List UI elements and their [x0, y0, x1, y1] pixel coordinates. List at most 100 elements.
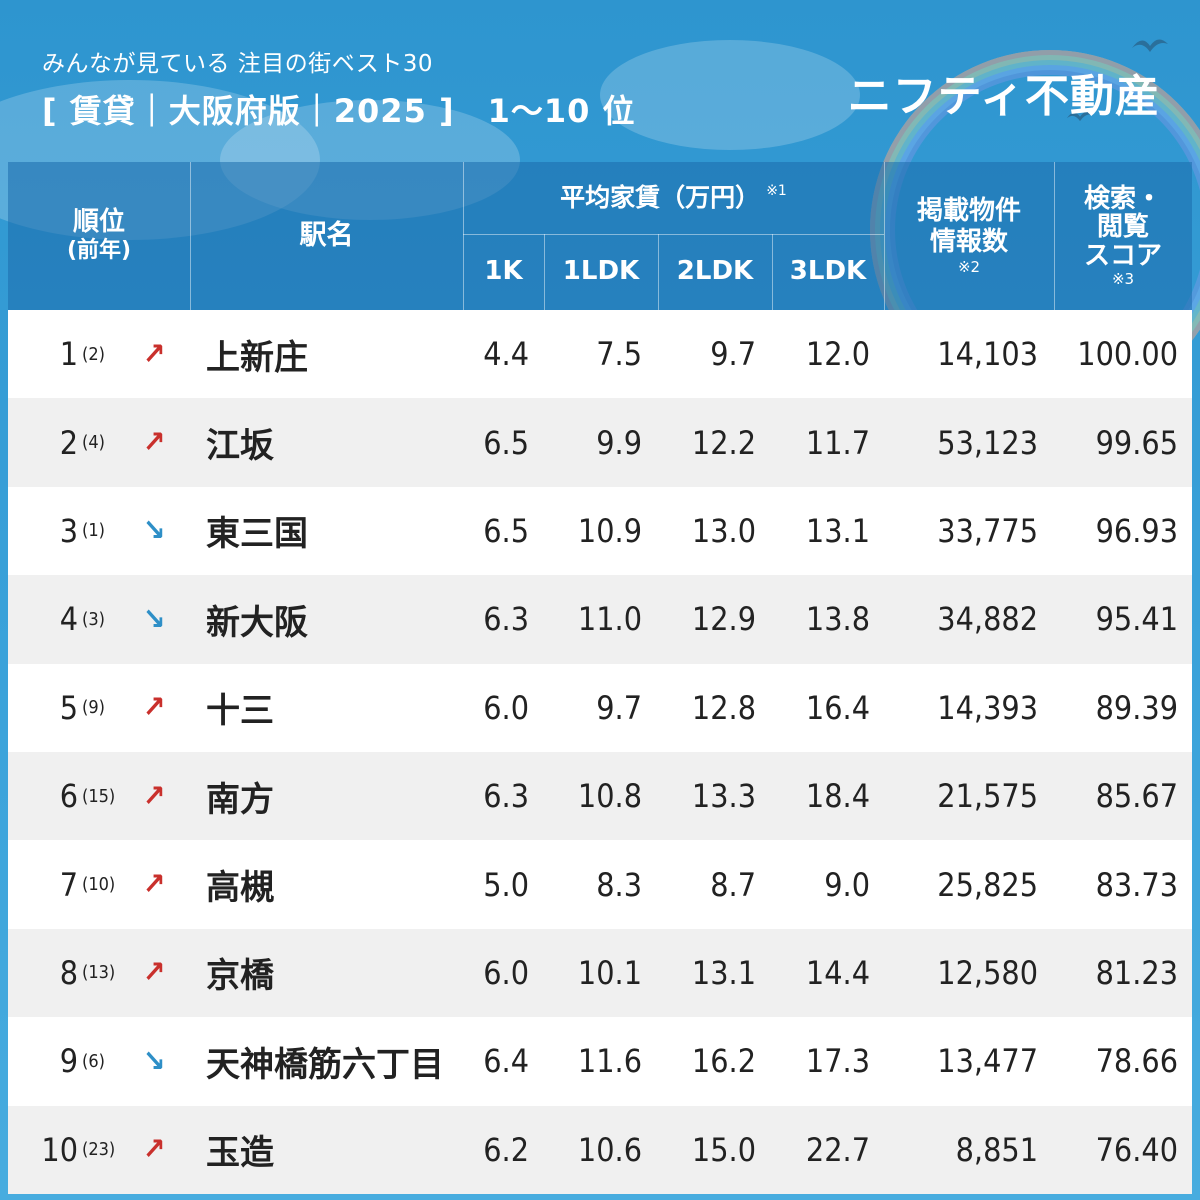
search-score: 81.23	[1095, 953, 1178, 992]
rent-1ldk: 10.8	[577, 777, 642, 816]
rent-2ldk: 8.7	[710, 865, 756, 904]
rent-3ldk: 9.0	[824, 865, 870, 904]
listings-count: 33,775	[937, 511, 1038, 550]
ranking-table: 順位 (前年) 駅名 平均家賃（万円） ※1 1K 1LDK 2LDK 3LDK…	[8, 162, 1192, 1194]
table-row: 8 (13) ↗ 京橋 6.0 10.1 13.1 14.4 12,580 81…	[8, 928, 1192, 1018]
listings-count: 53,123	[937, 423, 1038, 462]
rank-cell: 7	[59, 865, 78, 904]
station-name: 東三国	[206, 514, 308, 555]
brand-logo: ニフティ不動産	[847, 71, 1160, 122]
page-title: [ 賃貸｜大阪府版｜2025 ] 1〜10 位	[42, 92, 636, 130]
search-score: 100.00	[1077, 335, 1178, 374]
rent-1ldk: 7.5	[596, 335, 642, 374]
rent-1k: 6.2	[483, 1130, 529, 1169]
rank-cell: 6	[59, 777, 78, 816]
rent-2ldk: 9.7	[710, 335, 756, 374]
rank-cell: 9	[59, 1042, 78, 1081]
station-name: 新大阪	[206, 602, 308, 643]
rank-cell: 1	[59, 335, 78, 374]
rent-3ldk: 18.4	[805, 777, 870, 816]
header-1ldk: 1LDK	[562, 256, 640, 287]
listings-count: 25,825	[937, 865, 1038, 904]
trend-down-icon: ↘	[142, 513, 166, 549]
header-subdivider	[463, 234, 884, 235]
rank-cell: 10	[41, 1130, 78, 1169]
prev-rank-cell: (9)	[82, 697, 105, 719]
station-name: 高槻	[206, 868, 274, 909]
rent-1ldk: 10.6	[577, 1130, 642, 1169]
rent-1ldk: 8.3	[596, 865, 642, 904]
trend-up-icon: ↗	[142, 425, 166, 461]
rent-2ldk: 12.8	[691, 688, 756, 727]
listings-count: 8,851	[955, 1130, 1038, 1169]
rent-3ldk: 13.1	[805, 511, 870, 550]
header-rent-group: 平均家賃（万円） ※1	[463, 162, 884, 234]
rent-1k: 6.4	[483, 1042, 529, 1081]
rank-cell: 3	[59, 511, 78, 550]
listings-count: 34,882	[937, 600, 1038, 639]
station-name: 上新庄	[206, 337, 308, 378]
trend-up-icon: ↗	[142, 336, 166, 372]
search-score: 78.66	[1095, 1042, 1178, 1081]
station-name: 南方	[206, 779, 274, 820]
rent-2ldk: 13.0	[691, 511, 756, 550]
search-score: 85.67	[1095, 777, 1178, 816]
header-score-line3: スコア	[1083, 241, 1162, 272]
rent-1ldk: 9.7	[596, 688, 642, 727]
header-rent-note: ※1	[766, 182, 787, 199]
bird-icon	[1066, 111, 1094, 122]
header-divider	[1054, 162, 1055, 310]
rent-2ldk: 15.0	[691, 1130, 756, 1169]
rent-2ldk: 13.1	[691, 953, 756, 992]
header-score-note: ※3	[1111, 269, 1135, 288]
rent-1ldk: 11.6	[577, 1042, 642, 1081]
rent-3ldk: 17.3	[805, 1042, 870, 1081]
trend-up-icon: ↗	[142, 955, 166, 991]
table-row: 10 (23) ↗ 玉造 6.2 10.6 15.0 22.7 8,851 76…	[8, 1105, 1192, 1194]
rank-cell: 8	[59, 953, 78, 992]
search-score: 95.41	[1095, 600, 1178, 639]
rent-1k: 6.5	[483, 423, 529, 462]
search-score: 83.73	[1095, 865, 1178, 904]
header-rank-prev-label: (前年)	[66, 238, 132, 264]
rent-1k: 6.3	[483, 777, 529, 816]
listings-count: 13,477	[937, 1042, 1038, 1081]
rent-1ldk: 9.9	[596, 423, 642, 462]
rent-1k: 6.0	[483, 953, 529, 992]
search-score: 99.65	[1095, 423, 1178, 462]
listings-count: 14,393	[937, 688, 1038, 727]
table-row: 2 (4) ↗ 江坂 6.5 9.9 12.2 11.7 53,123 99.6…	[8, 398, 1192, 487]
trend-down-icon: ↘	[142, 1043, 166, 1079]
prev-rank-cell: (6)	[82, 1050, 105, 1072]
header-score-line1: 検索・	[1083, 183, 1162, 214]
header-1k: 1K	[484, 256, 523, 287]
header-listings: 掲載物件 情報数 ※2	[884, 162, 1054, 310]
rent-1k: 6.0	[483, 688, 529, 727]
header-divider	[190, 162, 191, 310]
trend-up-icon: ↗	[142, 1132, 166, 1168]
trend-up-icon: ↗	[142, 690, 166, 726]
rent-3ldk: 22.7	[805, 1130, 870, 1169]
header-rank: 順位 (前年)	[8, 162, 190, 310]
header-rank-label: 順位	[72, 207, 125, 238]
subtitle: みんなが見ている 注目の街ベスト30	[42, 51, 434, 77]
prev-rank-cell: (2)	[82, 343, 105, 365]
station-name: 天神橋筋六丁目	[206, 1044, 444, 1085]
listings-count: 21,575	[937, 777, 1038, 816]
rank-cell: 5	[59, 688, 78, 727]
header-divider	[463, 162, 464, 310]
table-row: 3 (1) ↘ 東三国 6.5 10.9 13.0 13.1 33,775 96…	[8, 486, 1192, 576]
rent-3ldk: 12.0	[805, 335, 870, 374]
rent-3ldk: 11.7	[805, 423, 870, 462]
search-score: 76.40	[1095, 1130, 1178, 1169]
station-name: 十三	[206, 691, 274, 732]
prev-rank-cell: (15)	[82, 785, 116, 807]
header-divider	[658, 234, 659, 310]
header-score-line2: 閲覧	[1096, 212, 1149, 243]
rent-1k: 6.5	[483, 511, 529, 550]
cloud-shape	[600, 40, 860, 150]
rent-1ldk: 10.1	[577, 953, 642, 992]
rent-1k: 5.0	[483, 865, 529, 904]
table-row: 6 (15) ↗ 南方 6.3 10.8 13.3 18.4 21,575 85…	[8, 751, 1192, 841]
